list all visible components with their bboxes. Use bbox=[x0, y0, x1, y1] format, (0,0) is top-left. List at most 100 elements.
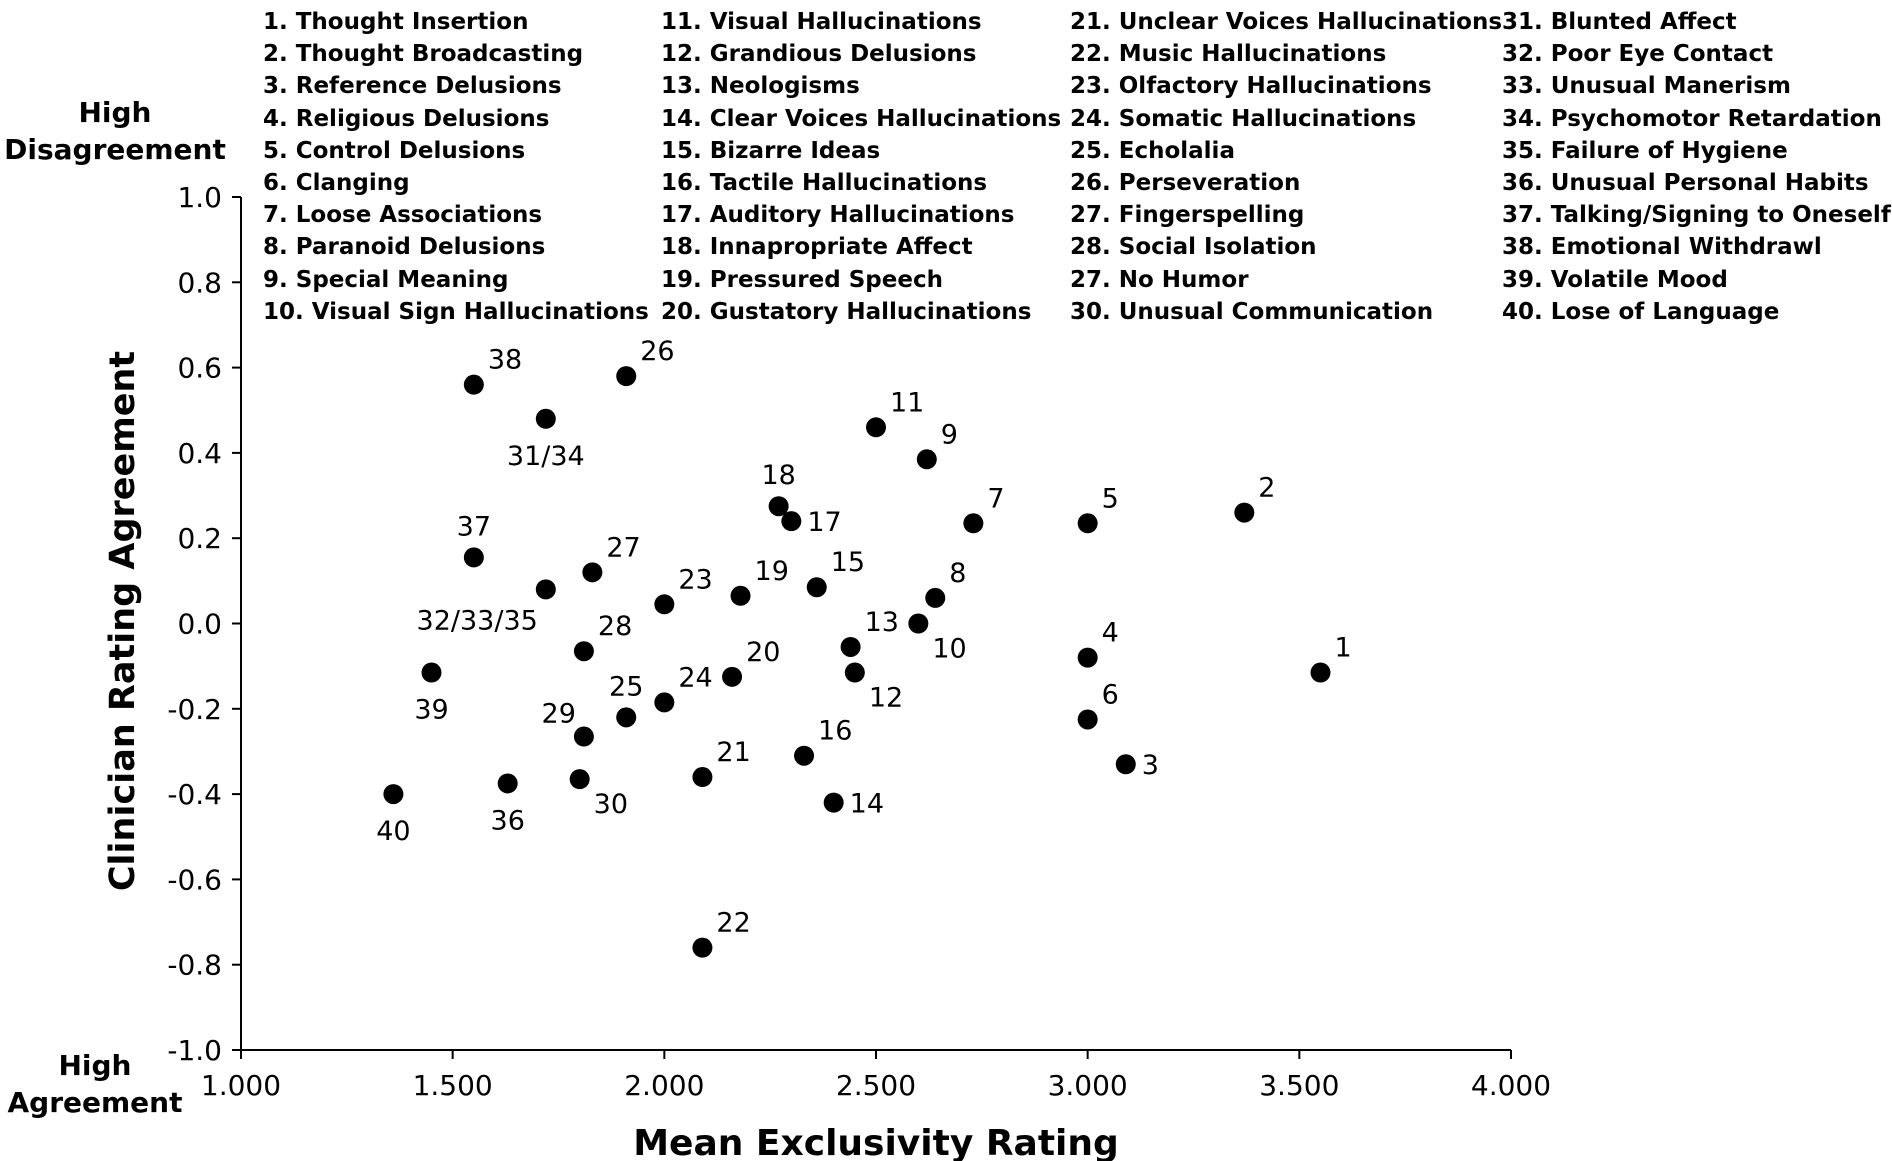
data-point-label: 16 bbox=[818, 716, 852, 747]
data-point-label: 36 bbox=[491, 805, 525, 836]
y-tick-label: -0.4 bbox=[167, 778, 222, 811]
y-top-label-line-2: Disagreement bbox=[4, 133, 226, 166]
data-point-label: 32/33/35 bbox=[417, 605, 538, 636]
y-tick-label: -1.0 bbox=[167, 1034, 222, 1067]
legend-item: 2. Thought Broadcasting bbox=[263, 41, 584, 68]
data-point-label: 39 bbox=[414, 695, 448, 726]
x-axis-title: Mean Exclusivity Rating bbox=[633, 1123, 1119, 1161]
y-tick-label: -0.2 bbox=[167, 693, 222, 726]
data-point bbox=[692, 937, 713, 958]
legend-column: 21. Unclear Voices Hallucinations 22. Mus… bbox=[1070, 6, 1502, 328]
y-tick-label: 0.0 bbox=[177, 608, 222, 641]
data-point bbox=[573, 726, 594, 747]
legend-item: 28. Social Isolation bbox=[1070, 234, 1317, 261]
data-point-label: 27 bbox=[606, 532, 640, 563]
data-point-label: 1 bbox=[1335, 633, 1352, 664]
legend-item: 34. Psychomotor Retardation bbox=[1502, 105, 1882, 132]
data-point bbox=[963, 513, 984, 534]
legend-item: 7. Loose Associations bbox=[263, 202, 543, 229]
data-point-label: 21 bbox=[716, 737, 750, 768]
data-point-label: 28 bbox=[598, 611, 632, 642]
data-point-label: 10 bbox=[932, 634, 966, 665]
y-tick-label: 0.6 bbox=[177, 352, 222, 385]
y-tick-label: 0.8 bbox=[177, 266, 222, 299]
data-point bbox=[616, 707, 637, 728]
data-point-label: 23 bbox=[678, 564, 712, 595]
data-point bbox=[654, 692, 675, 713]
data-point bbox=[383, 784, 404, 805]
legend-item: 36. Unusual Personal Habits bbox=[1502, 170, 1869, 197]
legend-item: 26. Perseveration bbox=[1070, 170, 1301, 197]
legend-item: 39. Volatile Mood bbox=[1502, 266, 1728, 293]
legend-column: 31. Blunted Affect 32. Poor Eye Contact 33… bbox=[1502, 6, 1891, 328]
data-point-label: 4 bbox=[1102, 618, 1119, 649]
data-point-label: 19 bbox=[755, 556, 789, 587]
data-point-label: 6 bbox=[1102, 679, 1119, 710]
legend-column: 11. Visual Hallucinations 12. Grandious D… bbox=[661, 6, 1061, 328]
data-point bbox=[1077, 709, 1098, 730]
legend-item: 40. Lose of Language bbox=[1502, 298, 1780, 325]
data-point bbox=[730, 585, 751, 606]
data-point-label: 14 bbox=[850, 789, 884, 820]
legend-item: 30. Unusual Communication bbox=[1070, 298, 1434, 325]
data-point bbox=[916, 449, 937, 470]
legend-item: 33. Unusual Manerism bbox=[1502, 73, 1791, 100]
data-point bbox=[421, 662, 442, 683]
legend-item: 11. Visual Hallucinations bbox=[661, 9, 982, 35]
data-point bbox=[1077, 513, 1098, 534]
data-point bbox=[768, 496, 789, 517]
data-point-label: 7 bbox=[987, 483, 1004, 514]
legend-item: 32. Poor Eye Contact bbox=[1502, 41, 1774, 68]
x-tick-label: 1.000 bbox=[201, 1069, 281, 1102]
y-top-label: High Disagreement bbox=[4, 94, 226, 168]
data-point-label: 15 bbox=[831, 547, 865, 578]
data-point-label: 8 bbox=[949, 558, 966, 589]
data-point bbox=[1310, 662, 1331, 683]
legend-item: 35. Failure of Hygiene bbox=[1502, 137, 1788, 164]
data-point bbox=[692, 767, 713, 788]
data-point bbox=[1234, 502, 1255, 523]
y-axis-ticks: 1.0 0.8 0.6 0.4 0.2 0.0 -0.2 -0.4 -0.6 -0.8 -1.0 bbox=[167, 181, 241, 1067]
data-point bbox=[925, 587, 946, 608]
legend-item: 10. Visual Sign Hallucinations bbox=[263, 298, 649, 325]
data-point-label: 18 bbox=[761, 460, 795, 491]
legend-item: 38. Emotional Withdrawl bbox=[1502, 234, 1822, 261]
data-point bbox=[463, 374, 484, 395]
data-point bbox=[794, 745, 815, 766]
data-point-label: 30 bbox=[594, 789, 628, 820]
y-tick-label: 0.4 bbox=[177, 437, 222, 470]
legend-item: 19. Pressured Speech bbox=[661, 266, 943, 293]
legend-item: 3. Reference Delusions bbox=[263, 73, 562, 100]
legend-item: 17. Auditory Hallucinations bbox=[661, 202, 1015, 229]
data-point bbox=[844, 662, 865, 683]
x-axis-ticks: 1.000 1.500 2.000 2.500 3.000 3.500 4.000 bbox=[201, 1050, 1551, 1102]
data-point-label: 25 bbox=[609, 671, 643, 702]
data-point bbox=[654, 594, 675, 615]
y-tick-label: -0.8 bbox=[167, 949, 222, 982]
x-tick-label: 3.500 bbox=[1259, 1069, 1339, 1102]
y-tick-label: 0.2 bbox=[177, 522, 222, 555]
y-bottom-label-line-1: High bbox=[58, 1049, 132, 1082]
legend-item: 9. Special Meaning bbox=[263, 266, 509, 293]
legend-item: 14. Clear Voices Hallucinations bbox=[661, 105, 1062, 132]
legend-item: 4. Religious Delusions bbox=[263, 105, 550, 132]
legend-item: 6. Clanging bbox=[263, 170, 410, 197]
y-tick-label: -0.6 bbox=[167, 863, 222, 896]
x-tick-label: 1.500 bbox=[413, 1069, 493, 1102]
data-point bbox=[535, 579, 556, 600]
legend-item: 13. Neologisms bbox=[661, 73, 860, 100]
legend-column: 1. Thought Insertion 2. Thought Broadcast… bbox=[263, 6, 649, 328]
legend-item: 18. Innapropriate Affect bbox=[661, 234, 973, 261]
data-point bbox=[1077, 647, 1098, 668]
data-point bbox=[866, 417, 886, 438]
legend-item: 5. Control Delusions bbox=[263, 137, 526, 164]
legend-item: 15. Bizarre Ideas bbox=[661, 137, 881, 164]
legend-item: 8. Paranoid Delusions bbox=[263, 234, 546, 261]
data-point-label: 11 bbox=[890, 387, 924, 418]
data-point bbox=[781, 511, 802, 532]
x-tick-label: 2.000 bbox=[624, 1069, 704, 1102]
data-point bbox=[908, 613, 929, 634]
y-top-label-line-1: High bbox=[78, 96, 152, 129]
legend-item: 12. Grandious Delusions bbox=[661, 41, 977, 68]
